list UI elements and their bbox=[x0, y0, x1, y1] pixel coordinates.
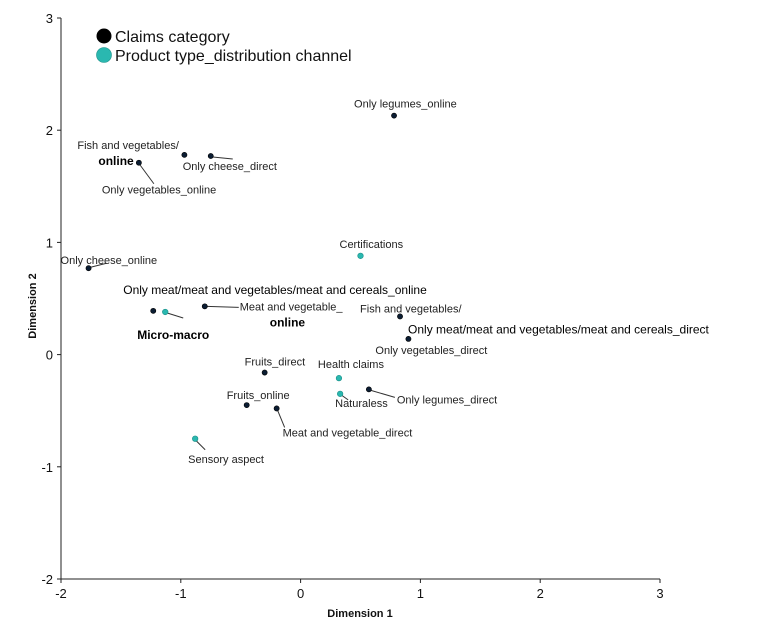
leader-line bbox=[206, 305, 239, 308]
product-point bbox=[162, 308, 169, 316]
claims-point bbox=[135, 159, 142, 166]
y-axis-title: Dimension 2 bbox=[27, 273, 39, 338]
claims-point bbox=[261, 369, 268, 376]
leader-line bbox=[277, 410, 286, 428]
claims-point bbox=[365, 386, 372, 393]
leader-lines bbox=[90, 156, 396, 451]
claims-point bbox=[243, 402, 250, 408]
legend-marker-product bbox=[96, 47, 112, 63]
product-point bbox=[337, 390, 344, 397]
x-tick-label: -2 bbox=[55, 586, 67, 601]
legend-label-product: Product type_distribution channel bbox=[115, 48, 352, 65]
point-label: Only meat/meat and vegetables/meat and c… bbox=[123, 283, 427, 297]
point-label: Health claims bbox=[318, 359, 385, 371]
x-tick-label: 2 bbox=[537, 586, 544, 601]
point-labels: Fish and vegetables/online Only cheese_di… bbox=[61, 99, 710, 466]
claims-point bbox=[391, 112, 397, 119]
y-tick-label: -2 bbox=[41, 572, 53, 587]
point-label: Certifications bbox=[340, 239, 404, 251]
claims-point bbox=[85, 265, 92, 272]
claims-point bbox=[150, 307, 157, 314]
point-label: Only cheese_direct bbox=[183, 161, 277, 173]
point-label: Fruits_direct bbox=[245, 357, 306, 369]
point-label: Only meat/meat and vegetables/meat and c… bbox=[408, 322, 709, 336]
claims-point bbox=[273, 405, 280, 412]
claims-point bbox=[181, 151, 188, 158]
leader-line bbox=[370, 389, 396, 398]
tick-layer: -2 -1 0 1 2 3 -2 -1 0 1 2 3 bbox=[41, 11, 663, 601]
point-label: Micro-macro bbox=[137, 328, 209, 342]
y-tick-label: -1 bbox=[41, 460, 53, 475]
claims-point bbox=[397, 313, 403, 320]
legend-marker-claims bbox=[96, 28, 112, 44]
point-label: Meat and vegetable_direct bbox=[283, 427, 413, 439]
point-label: online bbox=[98, 154, 134, 168]
leader-line bbox=[212, 156, 233, 160]
legend-label-claims: Claims category bbox=[115, 29, 230, 46]
leader-line bbox=[195, 440, 206, 451]
legend: Claims category Product type_distributio… bbox=[96, 28, 352, 65]
point-label: Only cheese_online bbox=[61, 255, 158, 267]
claims-point bbox=[201, 303, 208, 310]
point-label: Fish and vegetables/ bbox=[77, 140, 179, 152]
x-tick-label: 3 bbox=[656, 586, 663, 601]
point-label: Meat and vegetable_ bbox=[240, 301, 344, 313]
y-tick-label: 3 bbox=[46, 11, 53, 26]
claims-point bbox=[207, 153, 214, 159]
leader-line bbox=[167, 312, 184, 319]
leader-line bbox=[90, 262, 107, 268]
leader-line bbox=[139, 164, 155, 185]
x-tick-label: 1 bbox=[417, 586, 424, 601]
points-layer bbox=[85, 112, 412, 442]
y-tick-label: 0 bbox=[46, 348, 53, 363]
point-label: Fruits_online bbox=[227, 390, 290, 402]
x-tick-label: -1 bbox=[175, 586, 187, 601]
point-label: Only vegetables_online bbox=[102, 185, 216, 197]
x-tick-label: 0 bbox=[297, 586, 304, 601]
point-label: Naturaless bbox=[335, 398, 388, 410]
y-tick-label: 1 bbox=[46, 235, 53, 250]
point-label: Sensory aspect bbox=[188, 454, 264, 466]
y-tick-label: 2 bbox=[46, 123, 53, 138]
x-axis-title: Dimension 1 bbox=[327, 608, 392, 620]
point-label: Only vegetables_direct bbox=[375, 345, 487, 357]
point-label: online bbox=[270, 315, 306, 329]
point-label: Fish and vegetables/ bbox=[360, 303, 462, 315]
product-point bbox=[335, 375, 343, 382]
claims-point bbox=[405, 335, 412, 342]
point-label: Only legumes_direct bbox=[397, 394, 497, 406]
product-point bbox=[357, 252, 364, 259]
product-point bbox=[192, 435, 199, 442]
point-label: Only legumes_online bbox=[354, 99, 457, 111]
